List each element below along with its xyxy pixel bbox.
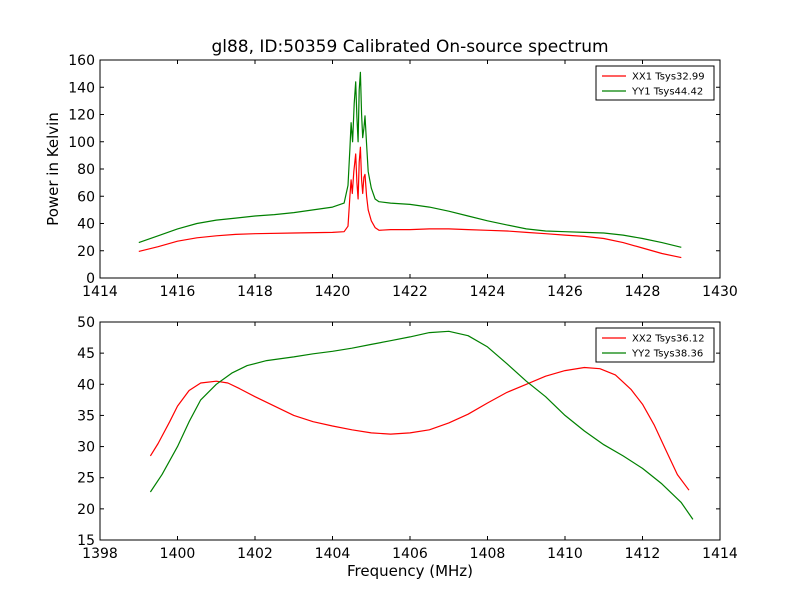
y-tick-label-2-6: 45	[77, 346, 95, 362]
legend-label-2-1: XX2 Tsys36.12	[632, 334, 705, 345]
y-tick-label-2-7: 50	[77, 315, 95, 331]
legend-box-2	[595, 327, 715, 363]
legend-label-1-1: XX1 Tsys32.99	[632, 72, 705, 83]
x-tick-label-1-6: 1426	[547, 284, 583, 300]
x-axis-label-2: Frequency (MHz)	[347, 562, 473, 580]
chart-panel-2: 1398 1400 1402 1404 1406 1408 1410 1412 1414 15 20…	[77, 315, 738, 580]
y-tick-label-1-8: 160	[68, 53, 95, 69]
y-tick-label-1-2: 40	[77, 217, 95, 233]
legend-box-1	[595, 65, 715, 101]
x-tick-label-1-3: 1420	[315, 284, 351, 300]
y-tick-label-2-0: 15	[77, 533, 95, 549]
x-tick-label-1-0: 1414	[82, 284, 118, 300]
x-tick-label-1-4: 1422	[392, 284, 428, 300]
y-tick-label-1-0: 0	[86, 271, 95, 287]
series-line-1-1	[138, 146, 682, 259]
x-tick-label-1-7: 1428	[625, 284, 661, 300]
chart-title: gl88, ID:50359 Calibrated On-source spec…	[211, 37, 608, 57]
x-tick-label-2-2: 1402	[237, 546, 273, 562]
x-tick-label-2-1: 1400	[160, 546, 196, 562]
x-tick-label-2-0: 1398	[82, 546, 118, 562]
y-tick-label-2-3: 30	[77, 440, 95, 456]
y-axis-label-1: Power in Kelvin	[44, 112, 62, 226]
y-tick-label-1-7: 140	[68, 80, 95, 96]
x-tick-label-1-2: 1418	[237, 284, 273, 300]
x-tick-label-1-1: 1416	[160, 284, 196, 300]
y-tick-label-1-1: 20	[77, 244, 95, 260]
series-line-2-2	[149, 330, 694, 520]
x-tick-label-2-7: 1412	[625, 546, 661, 562]
y-tick-label-2-4: 35	[77, 408, 95, 424]
legend-2: XX2 Tsys36.12 YY2 Tsys38.36	[595, 327, 715, 363]
legend-1: XX1 Tsys32.99 YY1 Tsys44.42	[595, 65, 715, 101]
chart-panel-1: 1414 1416 1418 1420 1422 1424 1426 1428 1430 0 20 4…	[44, 37, 738, 300]
y-tick-label-1-6: 120	[68, 108, 95, 124]
x-tick-label-2-3: 1404	[315, 546, 351, 562]
y-tick-label-1-5: 100	[68, 135, 95, 151]
x-tick-label-1-8: 1430	[702, 284, 738, 300]
series-line-1-2	[138, 71, 682, 248]
legend-label-2-2: YY2 Tsys38.36	[631, 349, 703, 360]
y-tick-label-1-3: 60	[77, 189, 95, 205]
x-tick-label-2-5: 1408	[470, 546, 506, 562]
x-tick-label-2-8: 1414	[702, 546, 738, 562]
y-tick-label-2-1: 20	[77, 502, 95, 518]
legend-label-1-2: YY1 Tsys44.42	[631, 87, 703, 98]
y-tick-label-2-2: 25	[77, 471, 95, 487]
series-line-2-1	[149, 366, 690, 491]
y-tick-label-1-4: 80	[77, 162, 95, 178]
y-tick-label-2-5: 40	[77, 377, 95, 393]
x-tick-label-1-5: 1424	[470, 284, 506, 300]
x-tick-label-2-4: 1406	[392, 546, 428, 562]
x-tick-label-2-6: 1410	[547, 546, 583, 562]
